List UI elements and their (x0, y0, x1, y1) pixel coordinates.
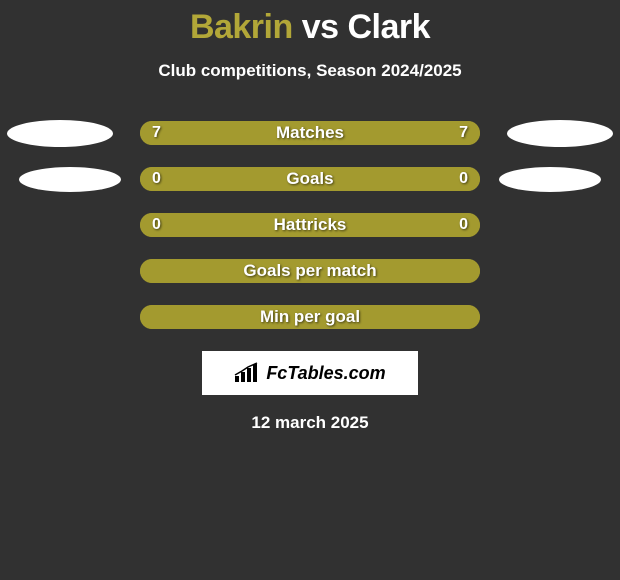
stat-row: 0 0 Hattricks (140, 213, 480, 237)
stat-right-value: 0 (459, 167, 468, 191)
stat-right-value: 7 (459, 121, 468, 145)
date: 12 march 2025 (0, 413, 620, 433)
stat-row: 0 0 Goals (140, 167, 480, 191)
stat-left-value: 0 (152, 213, 161, 237)
page-title: Bakrin vs Clark (0, 0, 620, 47)
stat-label: Goals (286, 169, 333, 189)
decorative-ellipse (499, 167, 601, 192)
title-player1: Bakrin (190, 8, 293, 46)
stat-fill-left (140, 167, 310, 191)
title-vs: vs (302, 8, 339, 46)
logo-text: FcTables.com (266, 363, 385, 384)
bars-icon (234, 362, 260, 384)
comparison-panel: 7 7 Matches 0 0 Goals 0 0 Hattricks Goals per mat… (0, 121, 620, 433)
title-player2: Clark (348, 8, 431, 46)
stat-row: Goals per match (140, 259, 480, 283)
stat-row: Min per goal (140, 305, 480, 329)
stat-row: 7 7 Matches (140, 121, 480, 145)
stat-label: Hattricks (274, 215, 347, 235)
stat-right-value: 0 (459, 213, 468, 237)
decorative-ellipse (7, 120, 113, 147)
stat-left-value: 0 (152, 167, 161, 191)
logo-box: FcTables.com (202, 351, 418, 395)
stat-label: Min per goal (260, 307, 360, 327)
decorative-ellipse (19, 167, 121, 192)
stat-label: Matches (276, 123, 344, 143)
stat-rows: 7 7 Matches 0 0 Goals 0 0 Hattricks Goals per mat… (140, 121, 480, 329)
stat-left-value: 7 (152, 121, 161, 145)
stat-label: Goals per match (243, 261, 376, 281)
decorative-ellipse (507, 120, 613, 147)
subtitle: Club competitions, Season 2024/2025 (0, 61, 620, 81)
stat-fill-right (310, 167, 480, 191)
